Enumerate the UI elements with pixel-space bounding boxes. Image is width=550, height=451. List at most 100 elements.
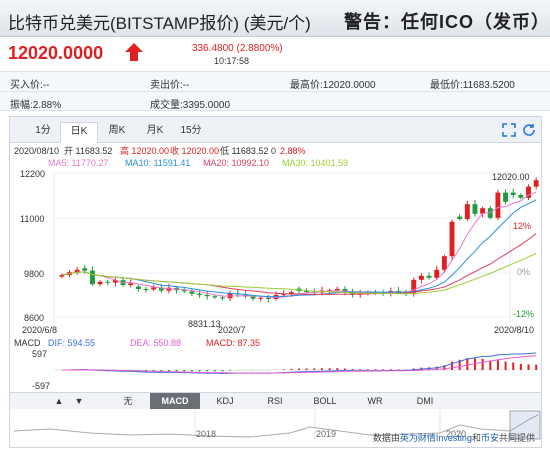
candle-body [457,216,463,219]
candle-body [189,291,195,294]
ma20-label: MA20: 10992.10 [203,158,269,168]
overview-tick: 2018 [196,429,216,439]
candle-body [526,186,531,198]
scroll-down-icon[interactable]: ▼ [74,396,84,406]
candle-body [112,280,118,283]
dea-line [61,355,537,374]
macd-title: MACD [14,338,41,348]
y-tick: 12200 [20,169,45,179]
candle-body [128,283,134,285]
candle-body [74,269,80,273]
chart-panel: 1分 日K 周K 月K 15分 2020/08/10 开 11683.52 高 … [9,116,542,448]
ohlc-date: 2020/08/10 [14,146,59,156]
candle-body [411,279,417,294]
candle-body [510,192,516,195]
amplitude: 振幅:2.88% [10,100,62,111]
buy-price: 买入价:-- [10,80,50,91]
y-tick: 9800 [24,269,44,279]
tab-15min[interactable]: 15分 [180,125,202,136]
stats-row: 买入价:-- 卖出价:-- 最高价:12020.0000 最低价:11683.5… [0,71,550,91]
candle-body [59,275,65,277]
overview-navigator[interactable]: 2018 2019 2020 数据由英为财情Investing和币安共同提供 [10,409,541,447]
candle-body [242,294,248,297]
x-tick: 2020/7 [218,325,246,335]
candle-body [82,268,88,271]
ma10-line [61,199,537,298]
binance-link[interactable]: 币安 [480,433,499,443]
macd-bars [61,352,538,375]
candle-body [396,291,401,292]
candle-body [265,297,271,299]
candle-body [204,295,210,297]
sell-price: 卖出价:-- [150,80,190,91]
tab-1min[interactable]: 1分 [35,125,51,136]
candle-body [533,180,539,187]
candle-body [143,289,149,290]
candle-body [503,192,509,202]
candle-body [480,208,486,214]
candle-body [464,204,470,219]
indicator-rsi[interactable]: RSI [267,396,283,406]
candle-body [288,292,294,295]
period-tabs: 1分 日K 周K 月K 15分 [10,117,541,143]
tab-weekly-k[interactable]: 周K [108,125,126,136]
pct-tick: 0% [517,267,530,277]
ohlc-open: 开 11683.52 [64,146,112,156]
ohlc-pct: 2.88% [280,146,306,156]
credit-mid: 和 [471,433,481,443]
fullscreen-icon[interactable] [502,123,516,137]
dif-line [61,352,537,375]
indicator-boll[interactable]: BOLL [313,396,337,406]
candle-body [158,287,164,291]
candle-group [59,177,539,303]
credit-suffix: 共同提供 [498,433,535,443]
current-price: 12020.0000 [8,43,104,63]
refresh-icon[interactable] [522,123,536,137]
y-tick: 11000 [20,214,44,224]
candle-body [426,275,432,278]
candle-body [472,204,478,214]
high-price: 最高价:12020.0000 [290,80,376,91]
candle-body [495,192,501,218]
low-price: 最低价:11683.5200 [430,80,515,91]
y-tick: 8600 [24,313,44,323]
tab-daily-k[interactable]: 日K [60,122,98,143]
kline-chart[interactable]: 2020/08/10 开 11683.52 高 12020.00 收 12020… [10,143,541,393]
ma30-label: MA30: 10401.59 [282,158,348,168]
macd-dif: DIF: 594.55 [48,338,95,348]
candle-body [197,293,202,295]
candle-body [105,281,111,283]
candle-body [449,221,455,257]
candle-body [135,286,141,289]
indicator-kdj[interactable]: KDJ [216,396,234,406]
macd-value: MACD: 87.35 [206,338,260,348]
indicator-wr[interactable]: WR [367,396,383,406]
indicator-macd[interactable]: MACD [150,393,200,409]
up-arrow-icon [125,43,143,61]
candle-body [181,290,187,292]
ma30-line [61,252,537,295]
candle-body [304,291,310,292]
indicator-none[interactable]: 无 [123,396,133,406]
scroll-up-icon[interactable]: ▲ [54,396,64,406]
pct-tick: 12% [513,221,531,231]
ma-lines [61,191,537,298]
tab-monthly-k[interactable]: 月K [146,125,164,136]
price-change: 336.4800 (2.8800%) [192,43,283,54]
data-credit: 数据由英为财情Investing和币安共同提供 [373,431,535,444]
indicator-dmi[interactable]: DMI [416,396,434,406]
candle-body [212,296,218,298]
overview-chart: 2018 2019 2020 [13,409,541,440]
stats-row: 振幅:2.88% 成交量:3395.0000 [0,91,550,111]
ma20-line [61,233,537,295]
credit-prefix: 数据由 [372,433,400,443]
ma10-label: MA10: 11591.41 [125,158,190,168]
candle-body [220,297,225,299]
ohlc-close: 收 12020.00 [170,145,219,156]
investing-link[interactable]: 英为财情Investing [399,433,472,443]
candle-body [441,256,447,270]
indicator-bar: ▲ ▼ 无 MACD KDJ RSI BOLL WR DMI [10,392,541,409]
candle-body [518,195,524,198]
candle-body [250,296,256,299]
candle-body [151,287,157,290]
